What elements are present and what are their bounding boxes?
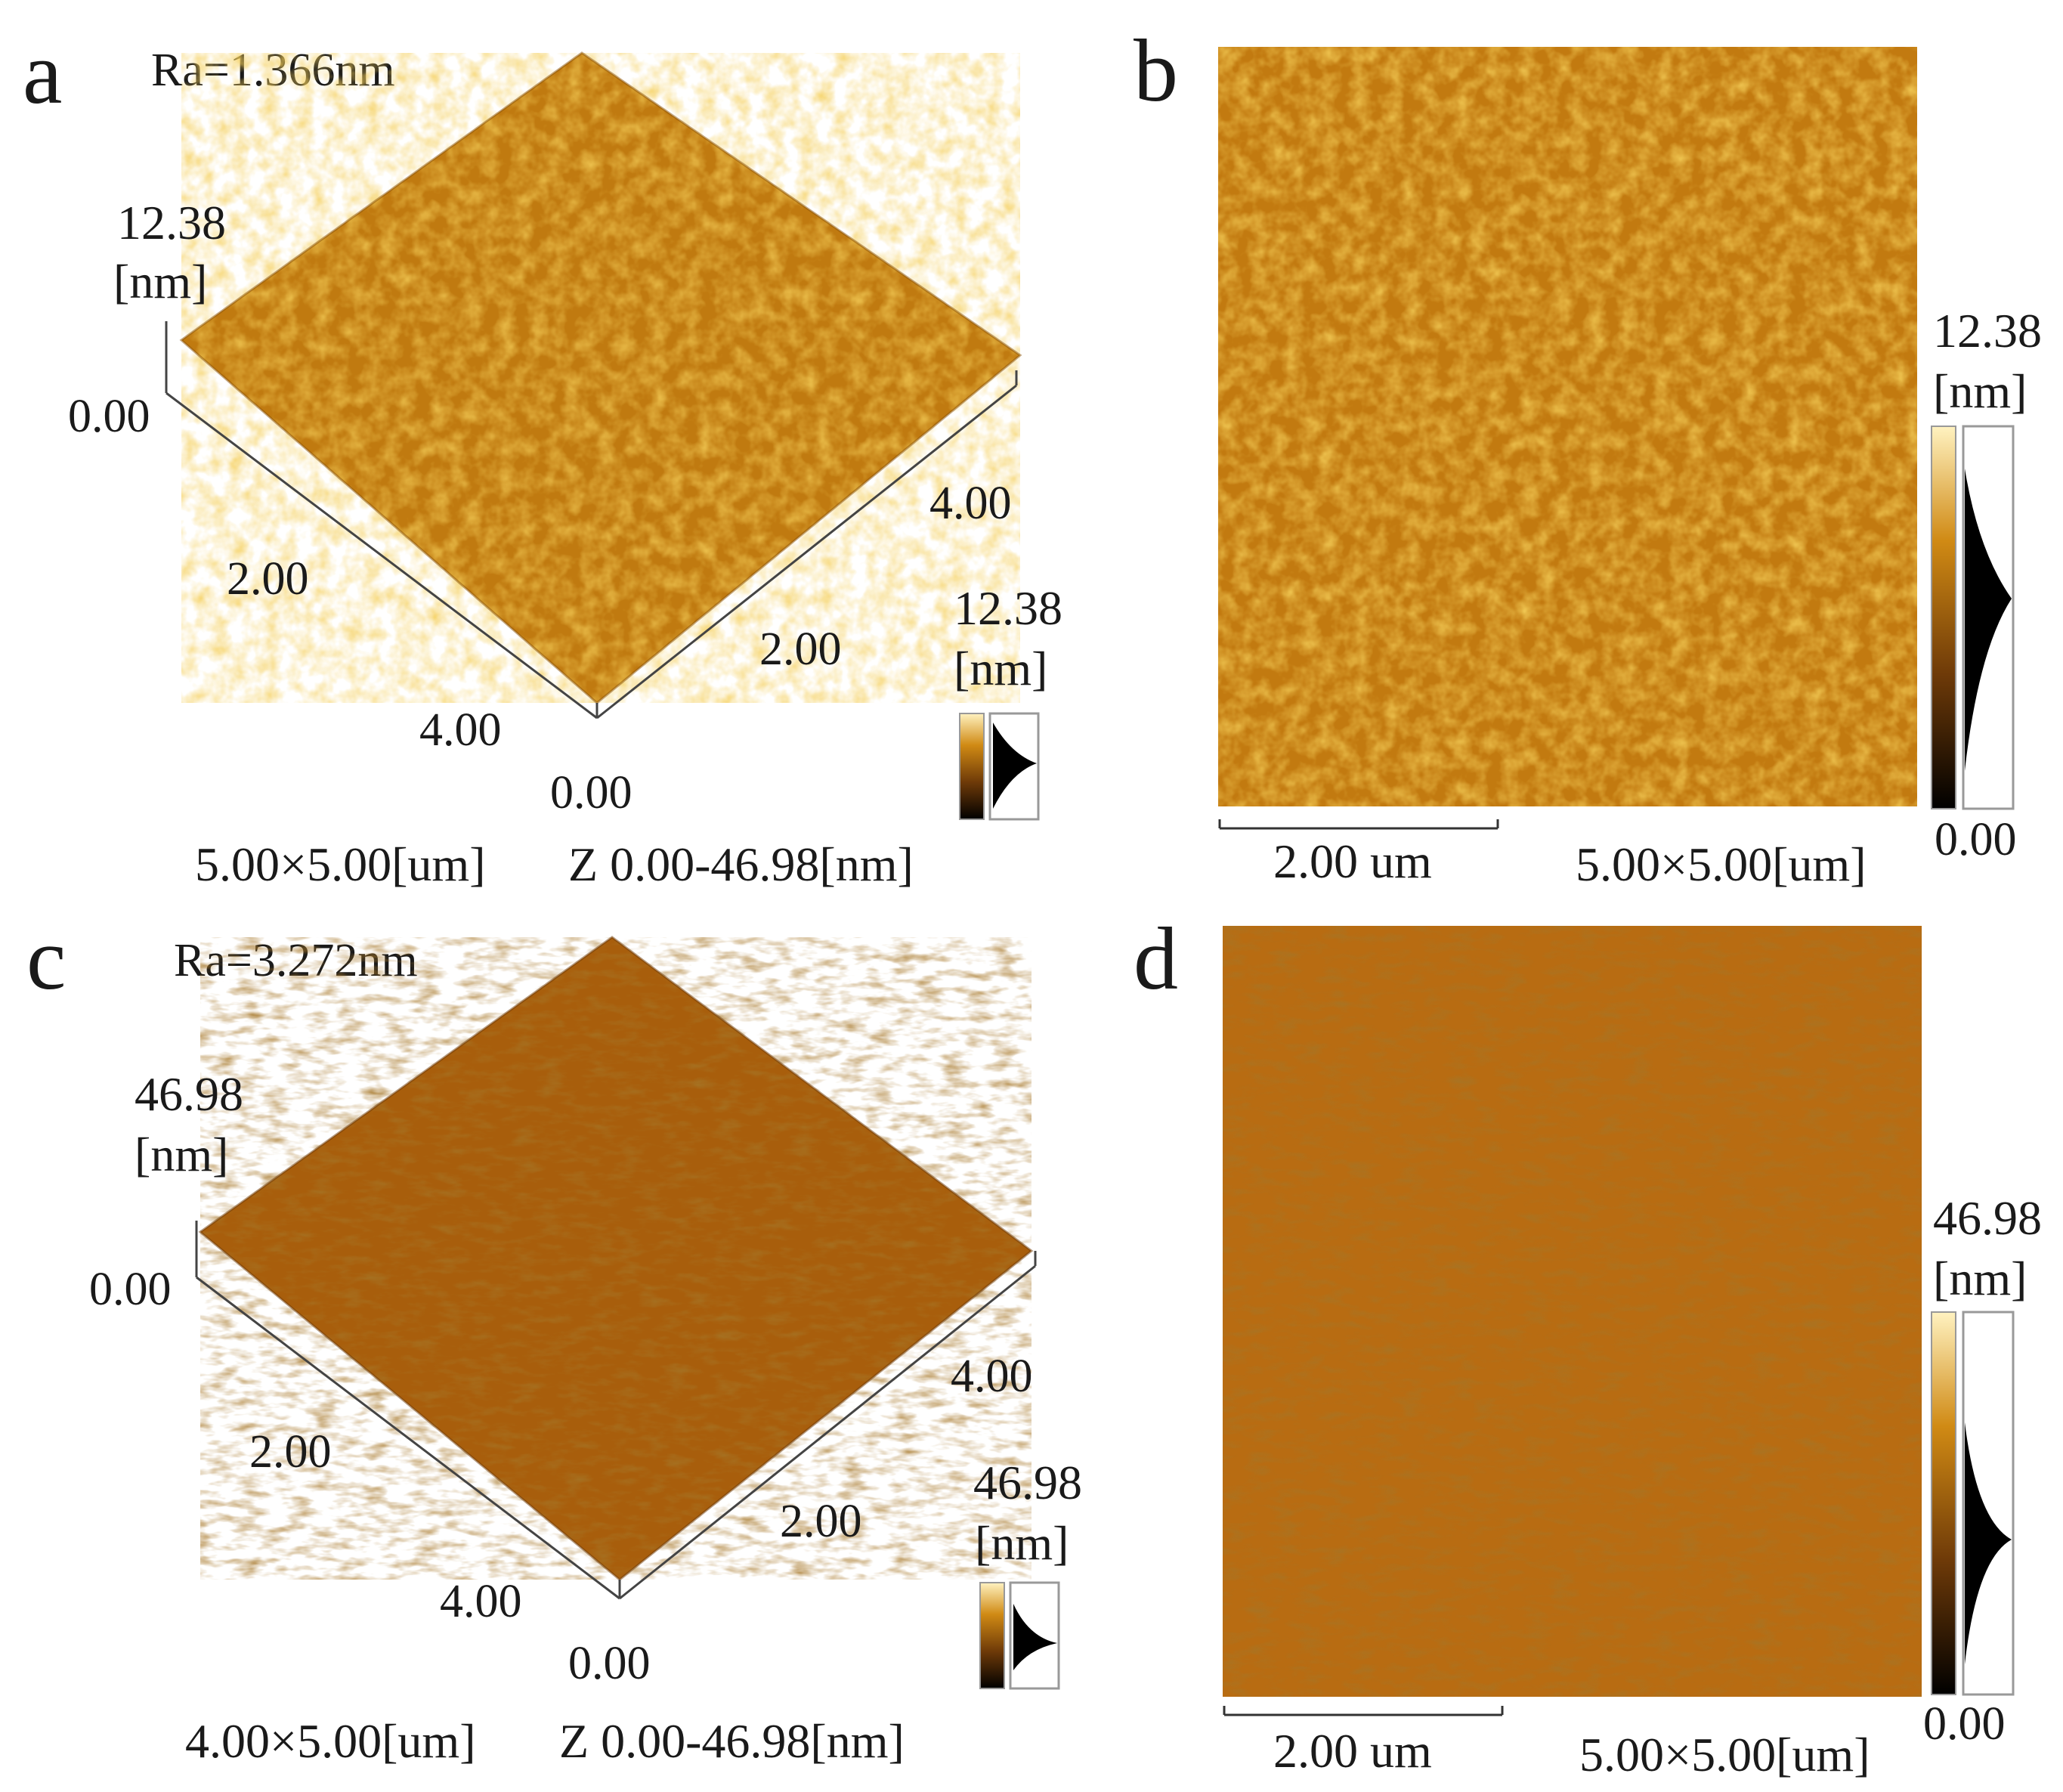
- panel-c-roughness: Ra=3.272nm: [174, 935, 418, 986]
- panel-c-surface-3d: [198, 936, 1034, 1581]
- panel-b-scale-value: 12.38: [1933, 304, 2042, 357]
- panel-c-origin: 0.00: [568, 1638, 651, 1689]
- panel-d-afm-image: [1223, 926, 1922, 1697]
- panel-a-y-tick-2: 2.00: [227, 553, 309, 605]
- panel-b-scale-unit: [nm]: [1933, 364, 2027, 418]
- panel-c-bar-value: 46.98: [973, 1456, 1082, 1509]
- panel-d-color-bar: [1931, 1311, 2015, 1696]
- panel-a-bar-unit: [nm]: [954, 642, 1048, 695]
- panel-a-bar-value: 12.38: [954, 581, 1062, 635]
- panel-b-size-label: 5.00×5.00[um]: [1576, 837, 1867, 891]
- panel-c-z-unit: [nm]: [135, 1128, 229, 1181]
- panel-d-letter: d: [1134, 909, 1178, 1008]
- panel-d-scale-min: 0.00: [1923, 1698, 2006, 1750]
- panel-b-scale-min: 0.00: [1935, 814, 2017, 865]
- panel-d-scale-unit: [nm]: [1933, 1252, 2027, 1305]
- panel-a-x-tick-2: 2.00: [759, 624, 842, 675]
- panel-b-scale-bar: [1218, 819, 1499, 830]
- panel-c-z-bottom: 0.00: [89, 1264, 172, 1315]
- panel-b-color-bar: [1931, 425, 2015, 810]
- panel-b-letter: b: [1134, 21, 1178, 120]
- panel-d-scale-value: 46.98: [1933, 1191, 2042, 1245]
- panel-d-size-label: 5.00×5.00[um]: [1579, 1728, 1870, 1781]
- panel-c-y-tick-2: 2.00: [249, 1426, 332, 1478]
- panel-c-letter: c: [26, 909, 66, 1008]
- panel-a-caption-size: 5.00×5.00[um]: [195, 837, 486, 891]
- panel-a-surface-3d: [179, 51, 1022, 704]
- panel-c-y-tick-4: 4.00: [440, 1576, 522, 1627]
- panel-c-z-top: 46.98: [135, 1067, 243, 1121]
- panel-a-color-bar: [959, 712, 1040, 821]
- panel-c-bar-unit: [nm]: [975, 1516, 1069, 1570]
- panel-a-origin: 0.00: [550, 767, 633, 819]
- panel-a-letter: a: [23, 23, 63, 122]
- panel-c-caption-z: Z 0.00-46.98[nm]: [559, 1714, 905, 1768]
- panel-a-caption-z: Z 0.00-46.98[nm]: [568, 837, 914, 891]
- panel-d-scale-bar: [1223, 1706, 1504, 1716]
- panel-a-z-bottom: 0.00: [68, 391, 150, 442]
- panel-c-axes: [195, 1221, 1037, 1600]
- panel-a-roughness: Ra=1.366nm: [151, 45, 395, 96]
- panel-a-y-tick-4: 4.00: [419, 704, 502, 756]
- panel-b-afm-image: [1218, 47, 1917, 806]
- panel-c-color-bar: [979, 1581, 1060, 1690]
- panel-a-x-tick-4: 4.00: [929, 478, 1012, 529]
- panel-c-caption-size: 4.00×5.00[um]: [185, 1714, 476, 1768]
- panel-c-x-tick-2: 2.00: [780, 1496, 862, 1547]
- panel-a-axes: [165, 321, 1018, 720]
- panel-b-scalebar-label: 2.00 um: [1273, 834, 1432, 888]
- panel-a-z-unit: [nm]: [113, 255, 208, 308]
- panel-d-scalebar-label: 2.00 um: [1273, 1724, 1432, 1778]
- panel-c-x-tick-4: 4.00: [951, 1351, 1033, 1402]
- panel-a-z-top: 12.38: [117, 196, 226, 249]
